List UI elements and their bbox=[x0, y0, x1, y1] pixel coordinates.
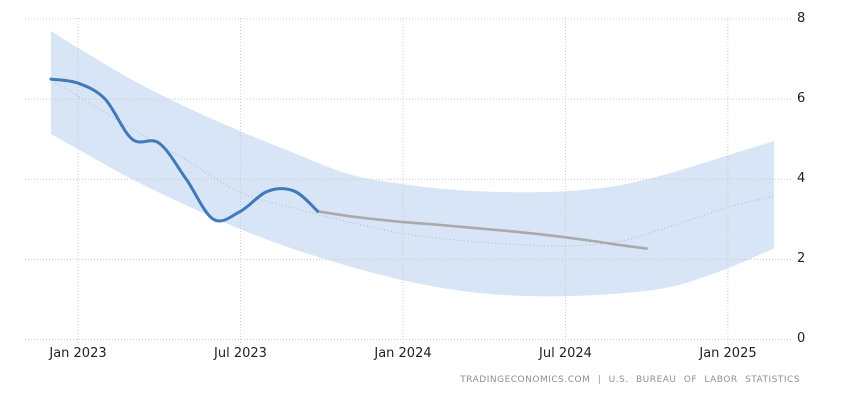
x-axis-label: Jan 2025 bbox=[699, 346, 757, 361]
y-axis-label: 0 bbox=[797, 331, 806, 346]
actual-line bbox=[49, 77, 320, 223]
confidence-band bbox=[50, 31, 774, 297]
forecast-line bbox=[316, 210, 648, 250]
x-axis-label: Jul 2024 bbox=[539, 346, 592, 361]
y-axis-label: 8 bbox=[797, 11, 806, 26]
x-axis-label: Jan 2024 bbox=[374, 346, 432, 361]
attribution-source-text: TRADINGECONOMICS.COM | U.S. BUREAU OF LA… bbox=[460, 375, 800, 385]
band-midline bbox=[54, 82, 775, 247]
x-axis-label: Jul 2023 bbox=[214, 346, 267, 361]
x-axis-label: Jan 2023 bbox=[49, 346, 107, 361]
y-axis-label: 4 bbox=[797, 171, 806, 186]
y-axis-label: 6 bbox=[797, 91, 806, 106]
y-axis-label: 2 bbox=[797, 251, 806, 266]
